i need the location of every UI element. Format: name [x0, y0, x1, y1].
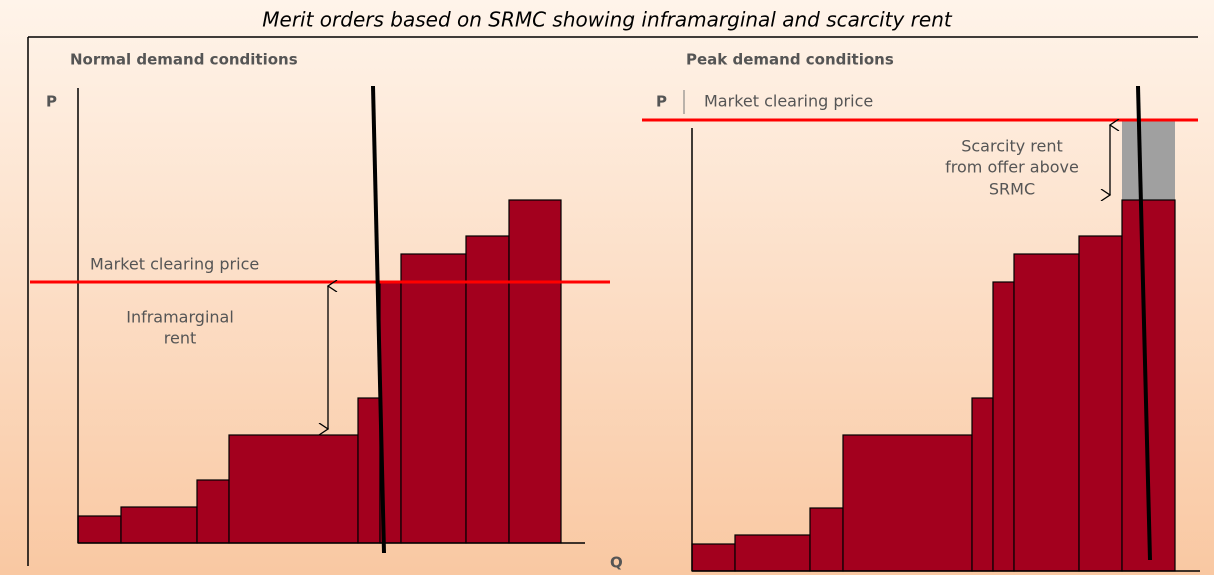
- bar: [77, 515, 122, 544]
- bar: [508, 199, 562, 544]
- bar: [734, 534, 811, 572]
- bar: [196, 479, 230, 544]
- bar: [809, 507, 844, 572]
- axis-label: Q: [610, 554, 623, 572]
- bar: [1013, 253, 1080, 572]
- axis-label: P: [46, 93, 57, 111]
- bar: [228, 434, 359, 544]
- title: Merit orders based on SRMC showing infra…: [262, 8, 953, 32]
- merit-order: [77, 199, 562, 544]
- bar: [465, 235, 510, 544]
- bar: [1078, 235, 1123, 572]
- price-label: Market clearing price: [704, 92, 873, 111]
- demand-line: [1136, 85, 1152, 561]
- axis-label: P: [656, 93, 667, 111]
- demand-line: [371, 85, 386, 554]
- rent-label: from offer above: [945, 158, 1079, 177]
- rent-label: rent: [164, 329, 196, 348]
- rent-label: Scarcity rent: [961, 137, 1063, 156]
- bar: [992, 281, 1015, 572]
- bar: [971, 397, 994, 572]
- scarcity-area: [1122, 120, 1175, 200]
- rent-label: SRMC: [989, 180, 1035, 199]
- bar: [842, 434, 973, 572]
- panel-heading: Normal demand conditions: [70, 51, 298, 69]
- panel-heading: Peak demand conditions: [686, 51, 894, 69]
- bar: [357, 397, 381, 544]
- bar: [120, 506, 198, 544]
- bar: [691, 543, 736, 572]
- price-label: Market clearing price: [90, 255, 259, 274]
- rent-label: Inframarginal: [126, 308, 234, 327]
- bar: [400, 253, 467, 544]
